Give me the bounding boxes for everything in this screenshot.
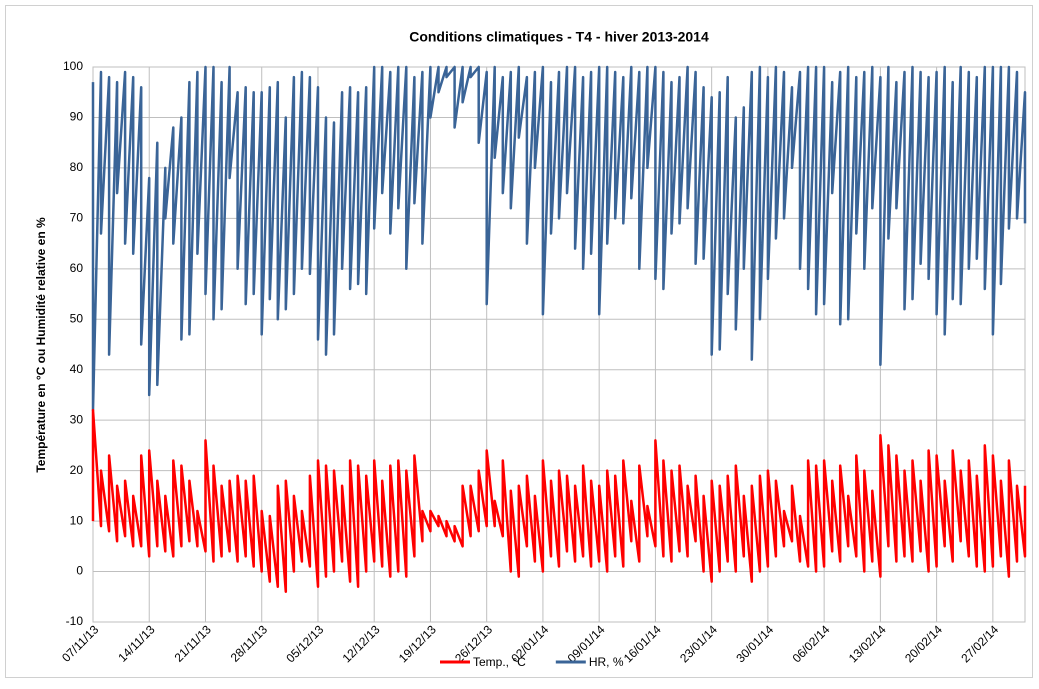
y-tick-label: 30	[70, 412, 84, 426]
legend-label: HR, %	[589, 655, 624, 669]
y-tick-label: 80	[70, 160, 84, 174]
y-tick-label: 90	[70, 110, 84, 124]
y-tick-label: 50	[70, 311, 84, 325]
series-line	[91, 408, 1027, 593]
y-tick-label: 10	[70, 513, 84, 527]
y-tick-label: 100	[63, 59, 83, 73]
y-tick-label: -10	[66, 614, 84, 628]
y-tick-label: 40	[70, 362, 84, 376]
legend-label: Temp., °C	[473, 655, 526, 669]
y-tick-label: 60	[70, 261, 84, 275]
series-line	[91, 65, 1027, 412]
y-axis-label: Température en °C ou Humidité relative e…	[34, 217, 48, 473]
y-tick-label: 20	[70, 463, 84, 477]
chart-title: Conditions climatiques - T4 - hiver 2013…	[409, 29, 709, 45]
y-tick-label: 0	[76, 564, 83, 578]
y-tick-label: 70	[70, 211, 84, 225]
